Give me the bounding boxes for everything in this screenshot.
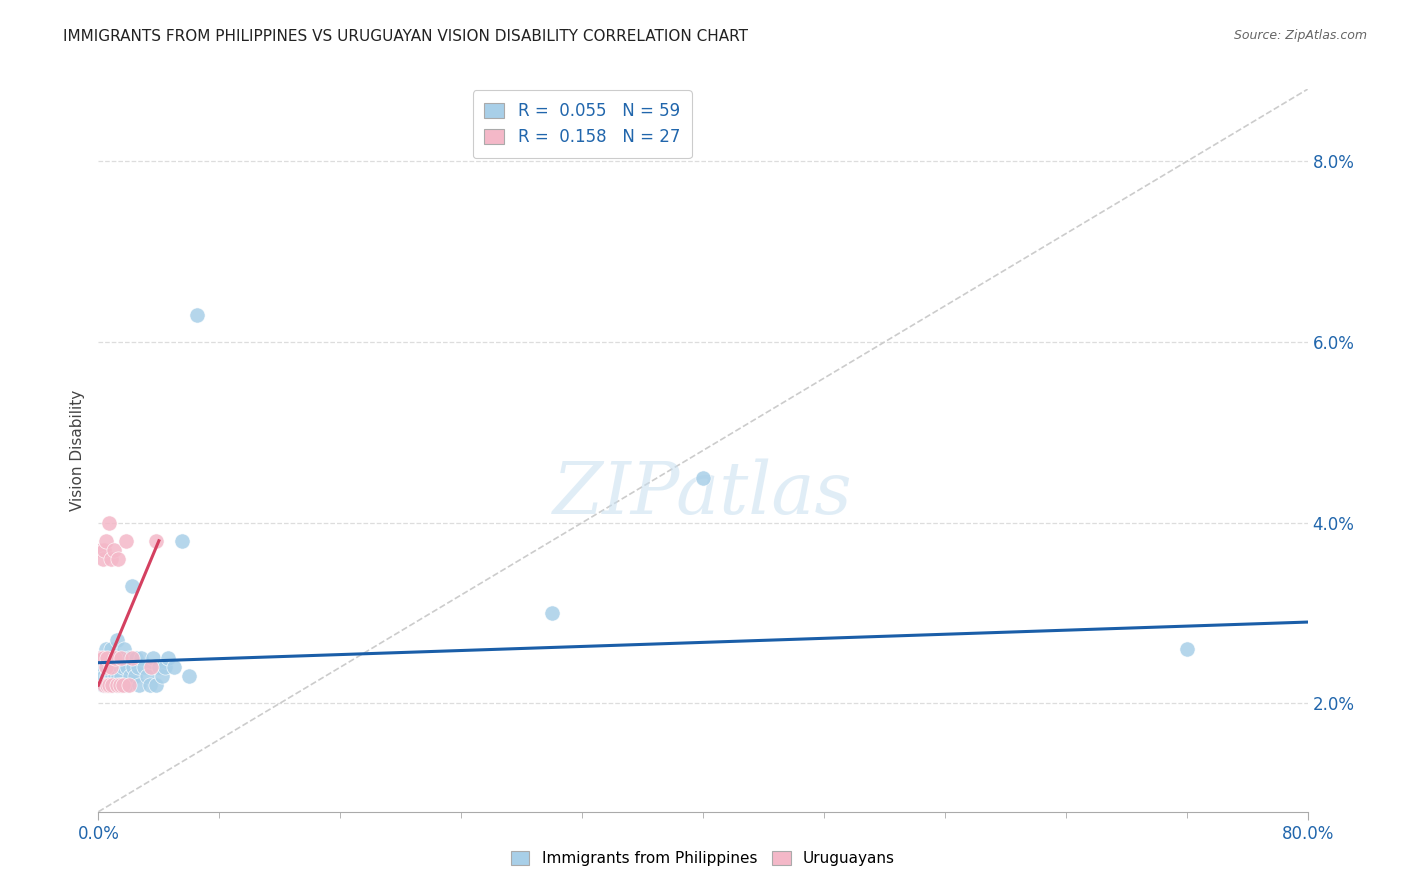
Point xyxy=(91,660,114,674)
Point xyxy=(103,651,125,665)
Point xyxy=(124,669,146,683)
Point xyxy=(100,551,122,566)
Point xyxy=(93,651,115,665)
Point xyxy=(105,678,128,692)
Point xyxy=(110,651,132,665)
Text: IMMIGRANTS FROM PHILIPPINES VS URUGUAYAN VISION DISABILITY CORRELATION CHART: IMMIGRANTS FROM PHILIPPINES VS URUGUAYAN… xyxy=(63,29,748,44)
Point xyxy=(98,516,121,530)
Y-axis label: Vision Disability: Vision Disability xyxy=(69,390,84,511)
Point xyxy=(121,579,143,593)
Point xyxy=(107,669,129,683)
Point xyxy=(93,669,115,683)
Point xyxy=(540,606,562,620)
Point xyxy=(104,669,127,683)
Point xyxy=(111,678,134,692)
Point xyxy=(110,678,132,692)
Point xyxy=(150,669,173,683)
Point xyxy=(156,651,179,665)
Point xyxy=(98,678,121,692)
Point xyxy=(89,651,111,665)
Point xyxy=(135,669,157,683)
Legend: R =  0.055   N = 59, R =  0.158   N = 27: R = 0.055 N = 59, R = 0.158 N = 27 xyxy=(472,90,692,158)
Point xyxy=(104,660,127,674)
Legend: Immigrants from Philippines, Uruguayans: Immigrants from Philippines, Uruguayans xyxy=(503,843,903,873)
Point xyxy=(101,669,124,683)
Point xyxy=(90,542,112,557)
Point xyxy=(103,542,125,557)
Point xyxy=(1175,642,1198,657)
Point xyxy=(98,660,121,674)
Point xyxy=(101,678,124,692)
Point xyxy=(94,660,117,674)
Point xyxy=(145,678,167,692)
Point xyxy=(100,660,122,674)
Text: Source: ZipAtlas.com: Source: ZipAtlas.com xyxy=(1233,29,1367,42)
Point xyxy=(141,660,163,674)
Point xyxy=(108,678,131,692)
Point xyxy=(96,651,118,665)
Point xyxy=(94,642,117,657)
Point xyxy=(101,678,124,692)
Point xyxy=(127,660,149,674)
Point xyxy=(163,660,186,674)
Point xyxy=(179,669,201,683)
Point xyxy=(93,542,115,557)
Point xyxy=(121,651,143,665)
Point xyxy=(96,678,118,692)
Point xyxy=(96,669,118,683)
Point xyxy=(91,551,114,566)
Point xyxy=(111,651,134,665)
Point xyxy=(107,551,129,566)
Point xyxy=(129,651,152,665)
Point xyxy=(104,651,127,665)
Point xyxy=(111,660,134,674)
Point xyxy=(153,660,176,674)
Point xyxy=(132,660,155,674)
Point xyxy=(128,678,150,692)
Point xyxy=(94,533,117,548)
Point xyxy=(114,678,136,692)
Point xyxy=(186,308,208,322)
Point xyxy=(120,669,142,683)
Point xyxy=(105,633,128,648)
Point xyxy=(105,678,128,692)
Point xyxy=(170,533,193,548)
Point xyxy=(100,660,122,674)
Point xyxy=(91,678,114,692)
Point xyxy=(115,660,138,674)
Point xyxy=(103,660,125,674)
Point xyxy=(118,678,141,692)
Point xyxy=(107,651,129,665)
Point xyxy=(114,533,136,548)
Point xyxy=(94,678,117,692)
Point xyxy=(139,678,162,692)
Point xyxy=(96,651,118,665)
Point xyxy=(145,533,167,548)
Point xyxy=(122,660,145,674)
Point xyxy=(148,660,170,674)
Point xyxy=(90,651,112,665)
Point xyxy=(125,651,148,665)
Point xyxy=(100,642,122,657)
Point xyxy=(692,470,714,484)
Point xyxy=(108,660,131,674)
Point xyxy=(142,651,165,665)
Point xyxy=(100,669,122,683)
Point xyxy=(94,660,117,674)
Point xyxy=(93,678,115,692)
Point xyxy=(96,660,118,674)
Point xyxy=(112,642,135,657)
Point xyxy=(98,678,121,692)
Text: ZIPatlas: ZIPatlas xyxy=(553,458,853,529)
Point xyxy=(110,669,132,683)
Point xyxy=(118,651,141,665)
Point xyxy=(91,651,114,665)
